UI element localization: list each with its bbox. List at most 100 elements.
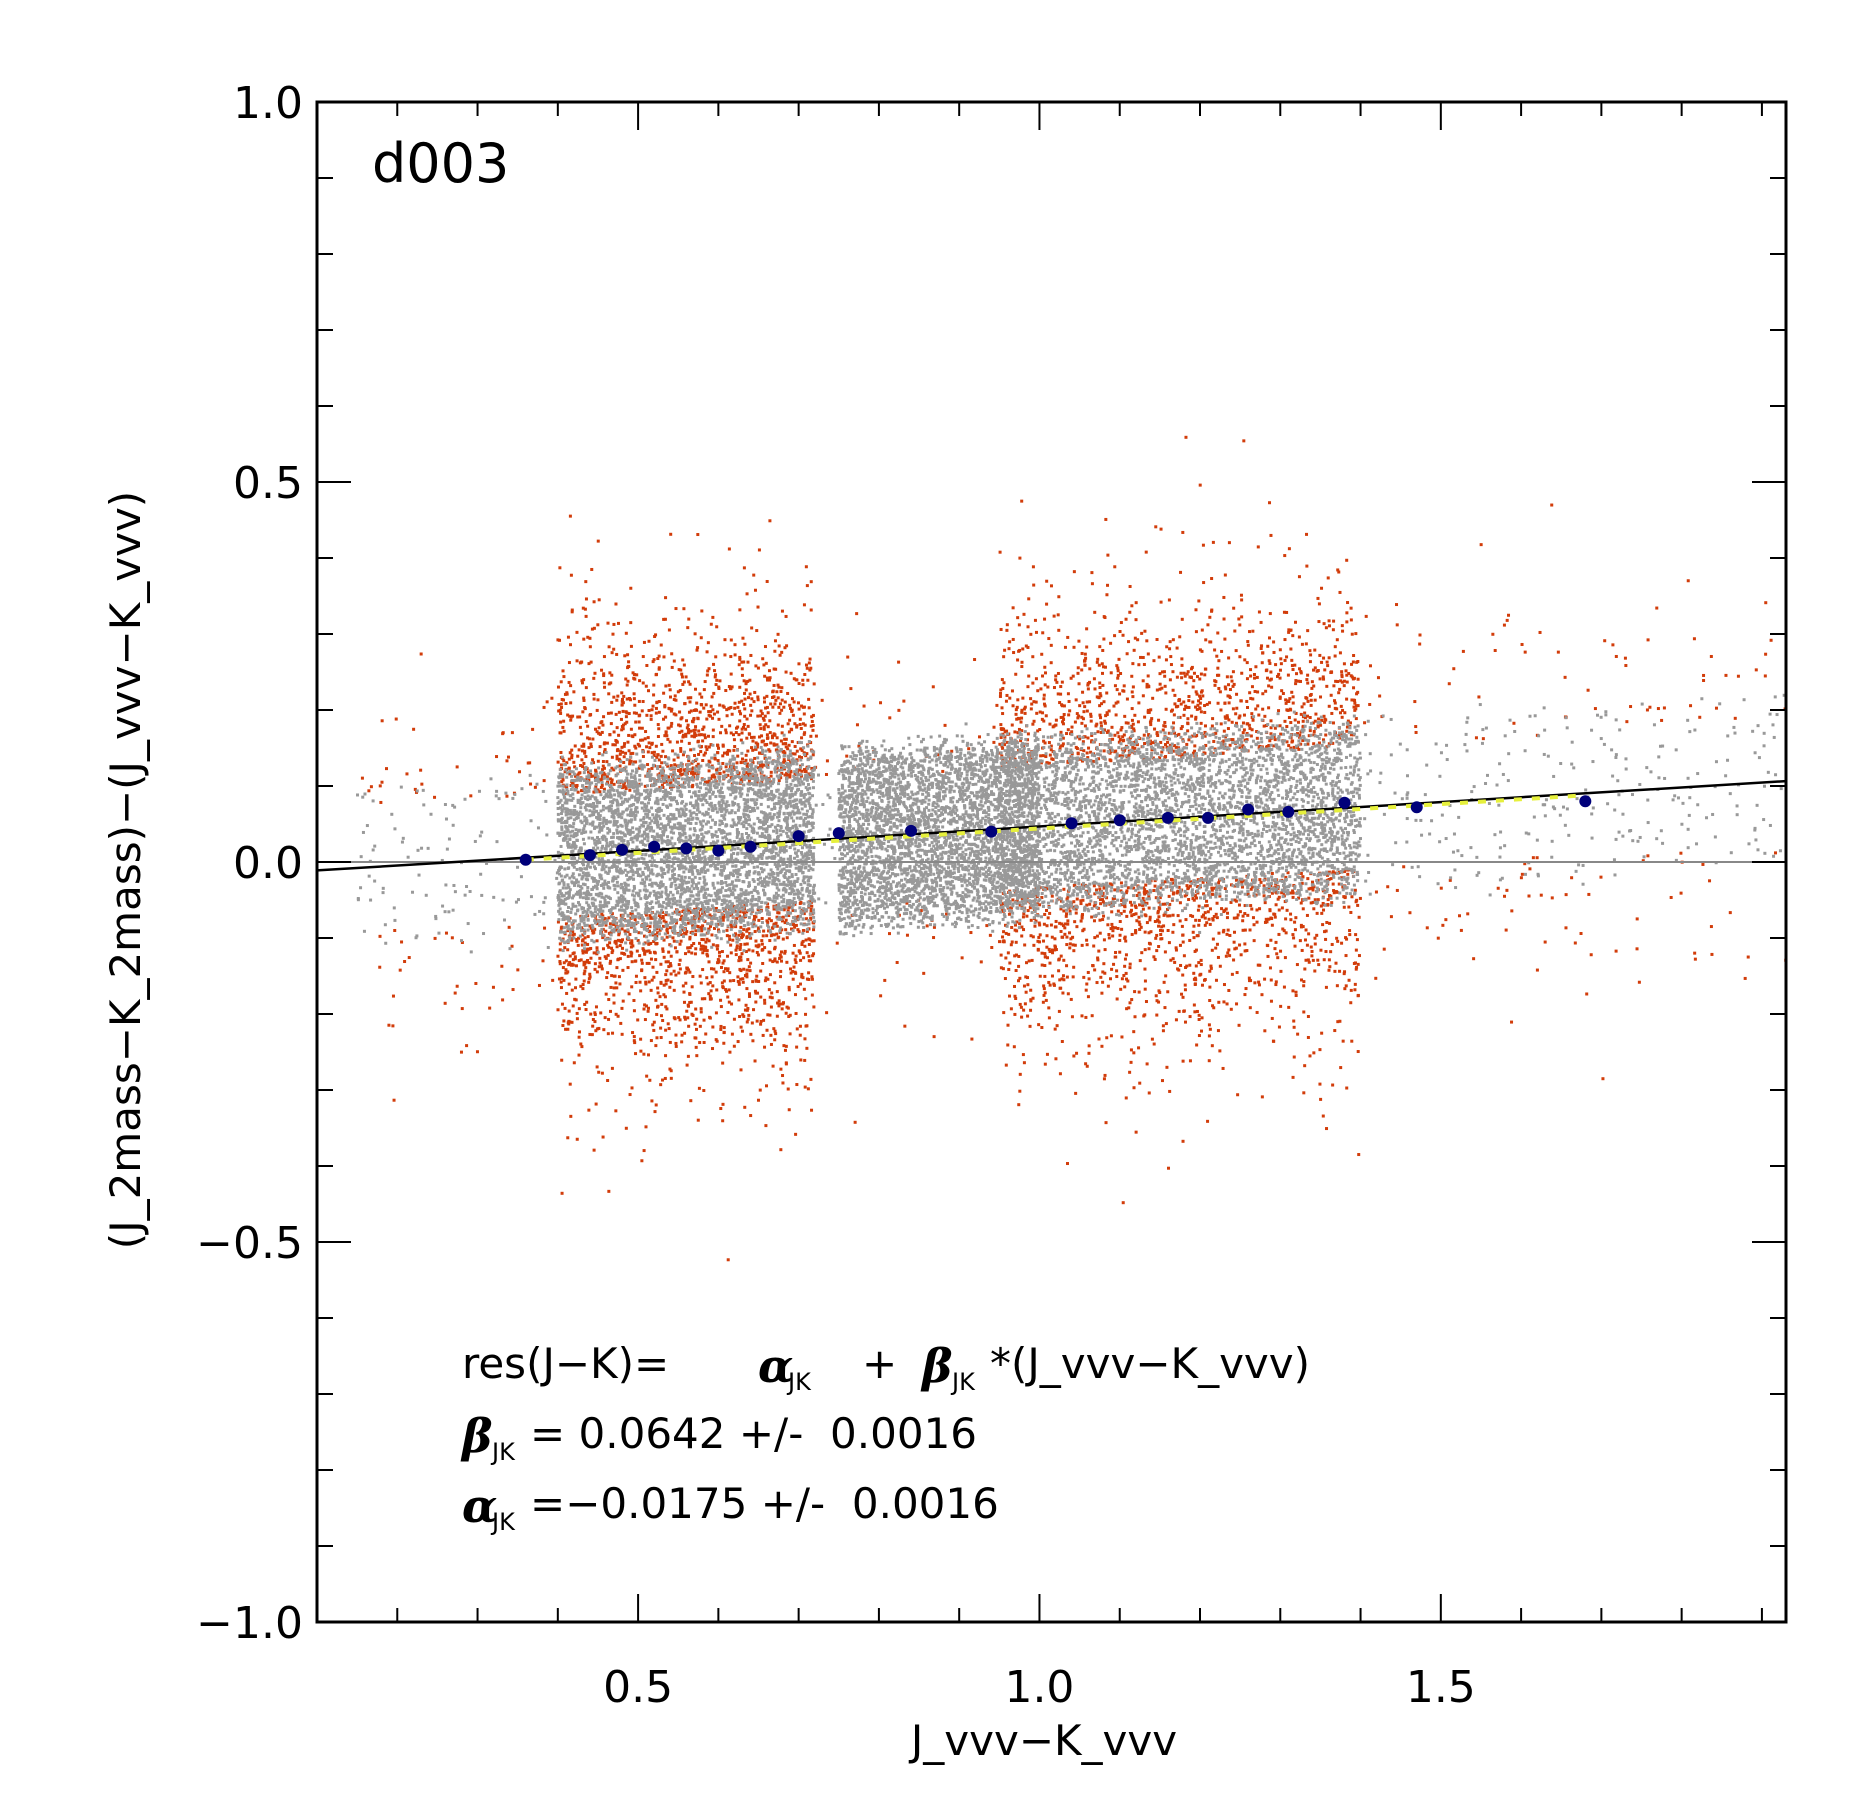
scatter-point <box>1344 669 1348 673</box>
scatter-point <box>491 985 495 989</box>
scatter-point <box>802 705 806 709</box>
scatter-point <box>702 948 706 952</box>
scatter-point <box>654 1103 658 1107</box>
scatter-point <box>412 727 416 731</box>
scatter-point <box>1293 944 1297 948</box>
scatter-point <box>950 749 954 753</box>
scatter-point <box>1441 923 1445 927</box>
scatter-point <box>801 939 805 943</box>
scatter-point <box>1072 645 1076 649</box>
scatter-point <box>698 692 702 696</box>
scatter-point <box>1208 922 1212 926</box>
scatter-point <box>1069 676 1073 680</box>
scatter-point <box>1226 928 1230 932</box>
scatter-point <box>760 939 764 943</box>
scatter-point <box>646 1009 650 1013</box>
scatter-point <box>584 580 588 584</box>
scatter-point <box>367 789 371 793</box>
scatter-point <box>787 1108 791 1112</box>
scatter-point <box>1330 670 1334 674</box>
scatter-point <box>628 932 632 936</box>
scatter-point <box>705 937 709 941</box>
scatter-point <box>1149 742 1153 746</box>
scatter-point <box>647 709 651 713</box>
scatter-point <box>759 714 763 718</box>
scatter-point <box>1005 628 1009 632</box>
scatter-point <box>738 914 742 918</box>
scatter-point <box>649 1039 653 1043</box>
scatter-point <box>1122 684 1126 688</box>
scatter-point <box>960 863 964 867</box>
scatter-point <box>1093 936 1097 940</box>
scatter-point <box>726 954 730 958</box>
scatter-point <box>602 742 606 746</box>
scatter-point <box>699 1010 703 1014</box>
scatter-point <box>1356 690 1360 694</box>
scatter-point <box>1065 898 1069 902</box>
scatter-point <box>1195 896 1199 900</box>
scatter-point <box>702 753 706 757</box>
scatter-point <box>1310 680 1314 684</box>
scatter-point <box>1058 1072 1062 1076</box>
scatter-point <box>1005 623 1009 627</box>
scatter-point <box>1635 917 1639 921</box>
scatter-point <box>629 727 633 731</box>
scatter-point <box>1303 967 1307 971</box>
scatter-point <box>1284 698 1288 702</box>
scatter-point <box>1210 948 1214 952</box>
scatter-point <box>1120 1035 1124 1039</box>
scatter-point <box>1105 711 1109 715</box>
scatter-point <box>769 1005 773 1009</box>
scatter-point <box>1080 651 1084 655</box>
scatter-point <box>558 638 562 642</box>
scatter-point <box>1085 1064 1089 1068</box>
scatter-point <box>775 690 779 694</box>
scatter-point <box>1507 613 1511 617</box>
scatter-point <box>664 982 668 986</box>
scatter-point <box>1095 981 1099 985</box>
scatter-point <box>1243 912 1247 916</box>
scatter-point <box>707 939 711 943</box>
scatter-point <box>1528 867 1532 871</box>
scatter-point <box>1158 682 1162 686</box>
scatter-point <box>811 713 815 717</box>
scatter-point <box>998 742 1002 746</box>
scatter-point <box>1340 675 1344 679</box>
scatter-point <box>1324 929 1328 933</box>
scatter-point <box>804 997 808 1001</box>
scatter-point <box>1746 955 1750 959</box>
scatter-point <box>571 1004 575 1008</box>
scatter-point <box>787 906 791 910</box>
scatter-point <box>1337 691 1341 695</box>
scatter-point <box>871 841 875 845</box>
scatter-point <box>1208 907 1212 911</box>
scatter-point <box>1046 916 1050 920</box>
scatter-point <box>586 958 590 962</box>
scatter-point <box>602 766 606 770</box>
scatter-point <box>1183 988 1187 992</box>
scatter-point <box>1165 645 1169 649</box>
scatter-point <box>765 694 769 698</box>
scatter-point <box>1133 713 1137 717</box>
scatter-point <box>1249 979 1253 983</box>
scatter-point <box>596 698 600 702</box>
scatter-point <box>612 986 616 990</box>
scatter-point <box>659 962 663 966</box>
scatter-point <box>1074 866 1078 870</box>
scatter-point <box>1736 674 1740 678</box>
scatter-point <box>1132 913 1136 917</box>
scatter-point <box>932 936 936 940</box>
scatter-point <box>1543 940 1547 944</box>
scatter-point <box>1044 671 1048 675</box>
scatter-point <box>632 1035 636 1039</box>
scatter-point <box>1132 1030 1136 1034</box>
scatter-point <box>561 937 565 941</box>
scatter-point <box>1143 913 1147 917</box>
scatter-point <box>574 977 578 981</box>
scatter-point <box>793 925 797 929</box>
scatter-point <box>664 1028 668 1032</box>
scatter-point <box>1042 987 1046 991</box>
scatter-point <box>1284 917 1288 921</box>
scatter-point <box>1310 949 1314 953</box>
scatter-point <box>1118 919 1122 923</box>
